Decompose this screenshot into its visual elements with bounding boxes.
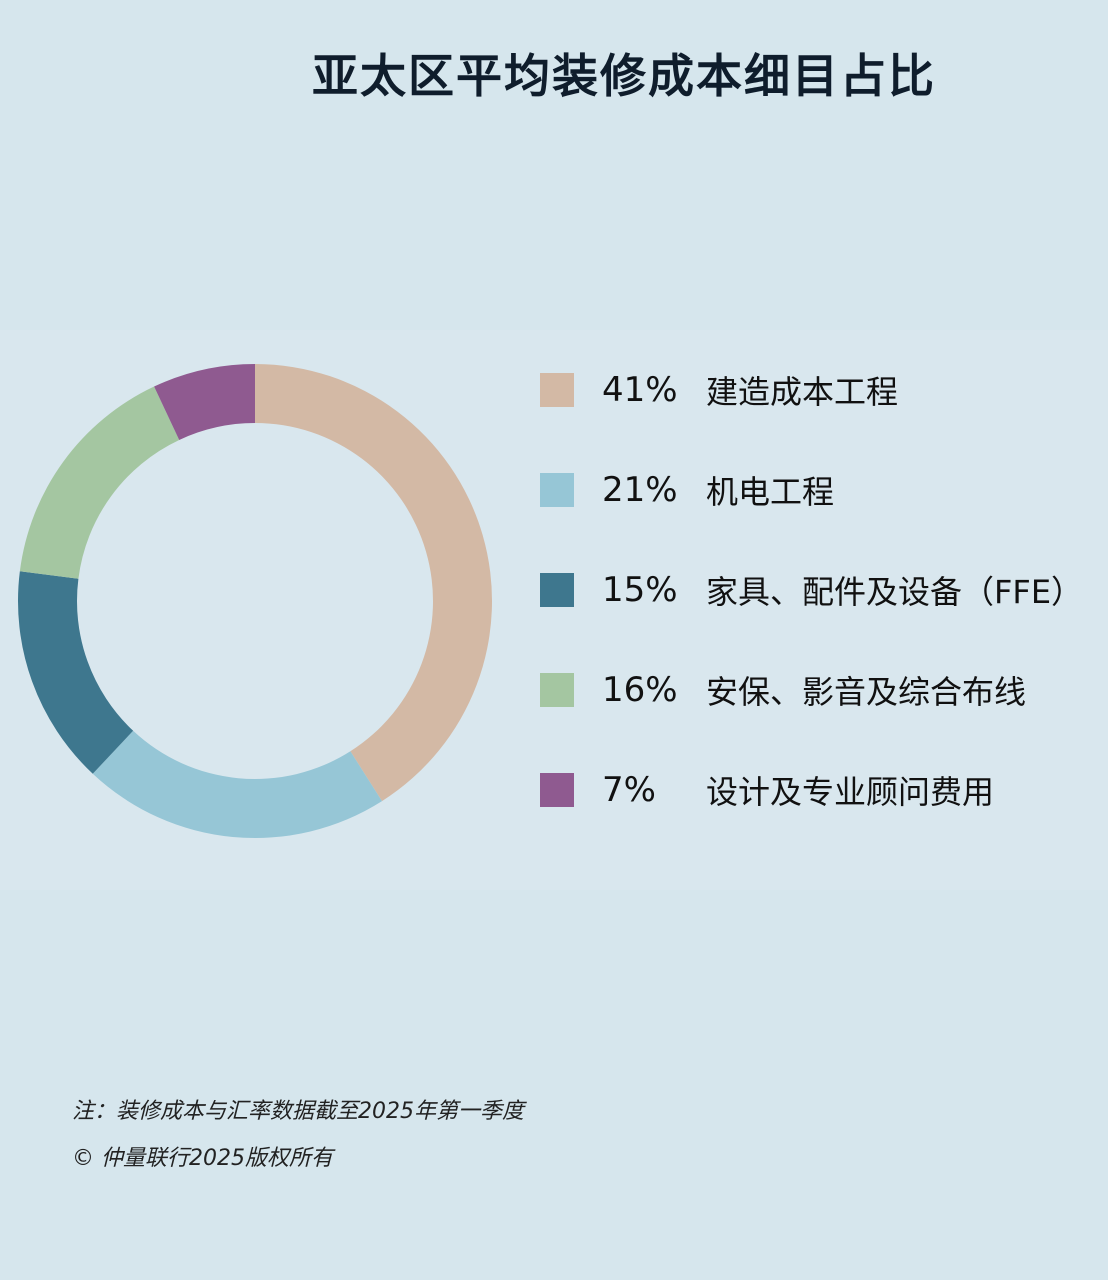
donut-slice (19, 386, 180, 579)
legend-value: 41% (602, 370, 678, 410)
legend: 41% 建造成本工程 21% 机电工程 15% 家具、配件及设备（FFE） 16… (540, 340, 1083, 840)
donut-slice (255, 364, 492, 802)
legend-item: 16% 安保、影音及综合布线 (540, 640, 1083, 740)
legend-item: 41% 建造成本工程 (540, 340, 1083, 440)
legend-label: 家具、配件及设备（FFE） (706, 573, 1084, 611)
legend-item: 7% 设计及专业顾问费用 (540, 740, 1083, 840)
footnote: 注：装修成本与汇率数据截至2025年第一季度 (72, 1099, 524, 1124)
legend-label: 设计及专业顾问费用 (706, 773, 995, 811)
legend-label: 机电工程 (706, 473, 835, 511)
legend-label: 建造成本工程 (706, 373, 899, 411)
chart-title: 亚太区平均装修成本细目占比 (312, 49, 936, 103)
legend-swatch (540, 473, 574, 507)
legend-swatch (540, 673, 574, 707)
legend-label: 安保、影音及综合布线 (706, 673, 1027, 711)
donut-chart (18, 364, 492, 838)
copyright: © 仲量联行2025版权所有 (72, 1146, 333, 1171)
legend-item: 21% 机电工程 (540, 440, 1083, 540)
donut-slice (92, 730, 382, 838)
donut-slice (18, 571, 134, 774)
legend-swatch (540, 373, 574, 407)
donut-slice (154, 364, 255, 440)
legend-value: 21% (602, 470, 678, 510)
legend-swatch (540, 573, 574, 607)
legend-swatch (540, 773, 574, 807)
legend-value: 15% (602, 570, 678, 610)
legend-value: 7% (602, 770, 656, 810)
legend-item: 15% 家具、配件及设备（FFE） (540, 540, 1083, 640)
legend-value: 16% (602, 670, 678, 710)
